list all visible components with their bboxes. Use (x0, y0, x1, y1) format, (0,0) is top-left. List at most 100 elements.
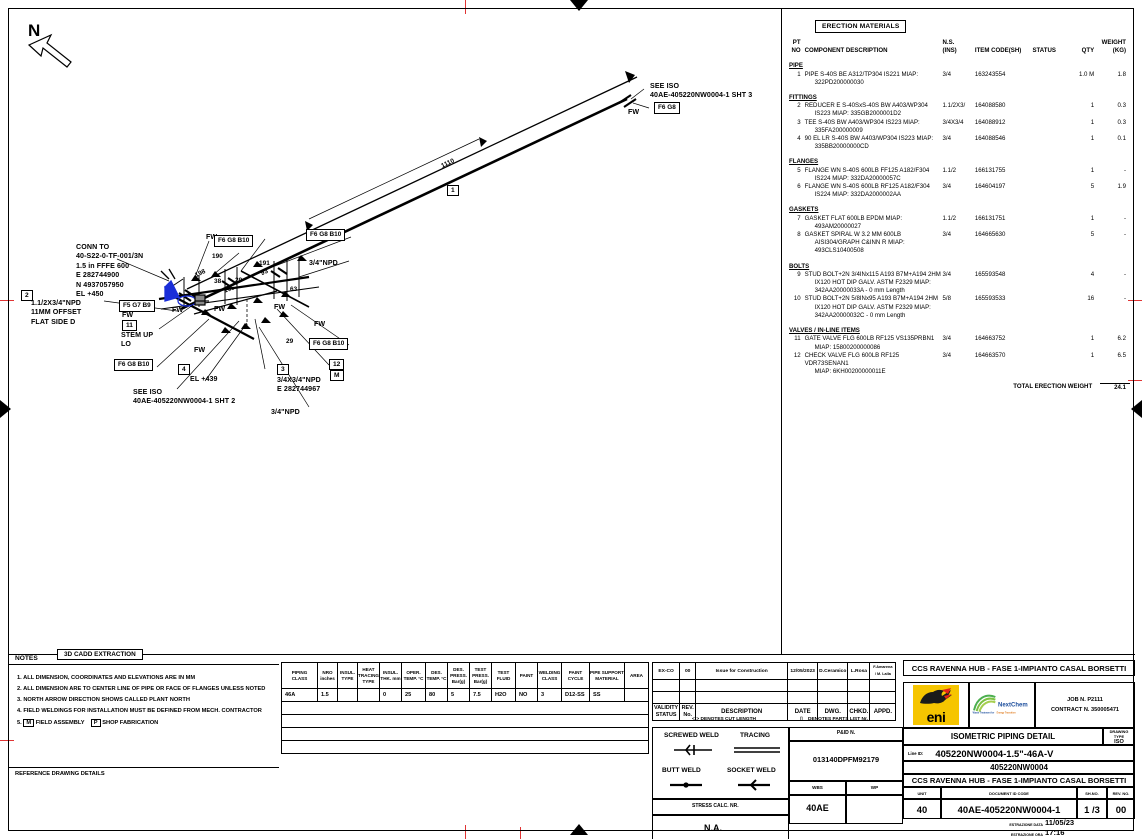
bom-cell-code: 164665630 (974, 231, 1006, 239)
piping-class-header: PAINT CYCLE (561, 662, 590, 689)
bom-header-ns: N.S. (942, 39, 955, 46)
weld-box-f6-g8-b10-b: F6 G8 B10 (214, 235, 254, 247)
annotation-stem-up: STEM UP LO (121, 331, 154, 349)
bom-cell-status (1032, 215, 1070, 231)
bom-divider (781, 9, 783, 654)
reference-divider (9, 767, 279, 768)
denotes-parts-list-icon: ▯ (800, 717, 803, 722)
bom-cell-status (1032, 231, 1070, 256)
bom-cell-ns: 3/4X3/4 (942, 118, 964, 126)
unit-label: UNIT (917, 790, 927, 796)
extraction-date-label: ESTRAZIONE DATA (1009, 823, 1043, 827)
bom-cell-qty: 4 (1090, 270, 1095, 278)
shop-fabrication-marker: P (90, 719, 101, 727)
weld-box-f6-g8-b10-d: F6 G8 B10 (309, 338, 349, 350)
svg-text:NextChem: NextChem (998, 702, 1028, 708)
stress-calc-label: STRESS CALC. NR. (692, 803, 739, 809)
bom-cell-qty: 5 (1090, 231, 1095, 239)
note-3: 3. NORTH ARROW DIRECTION SHOWS CALLED PL… (17, 697, 190, 703)
notes-divider (9, 664, 279, 665)
screwed-weld-label: SCREWED WELD (664, 732, 719, 739)
project-2-cell: CCS RAVENNA HUB - FASE 1-IMPIANTO CASAL … (903, 774, 1135, 787)
bom-group-label: PIPE (789, 62, 803, 70)
rev-description-value: Issue for Construction (695, 662, 789, 680)
bom-row: 7 GASKET FLAT 600LB EPDM MIAP: 493AM200000… (789, 215, 1130, 231)
weld-box-f6-g8: F6 G8 (654, 102, 680, 114)
bom-header-row-2: NO COMPONENT DESCRIPTION (INS) ITEM CODE… (789, 47, 1130, 55)
rev-header-validity: VALIDITY STATUS (651, 703, 681, 721)
bom-cell-weight: 6.5 (1117, 351, 1126, 359)
weld-box-f6-g8-b10-a: F6 G8 B10 (114, 359, 154, 371)
bom-cell-description: GATE VALVE FLG 600LB RF125 VS135PRBN1 MIA… (804, 335, 935, 351)
weld-box-f5-g7-b9: F5 G7 B9 (119, 300, 155, 312)
drawing-type-cell: DRAWING TYPE ISO (1103, 728, 1135, 745)
eni-six-legged-dog-icon (920, 688, 952, 704)
piping-class-value: 1.5 (317, 688, 338, 702)
bom-cell-description: FLANGE WN S-40S 600LB RF125 A182/F304 IS2… (804, 183, 930, 199)
bom-cell-description: CHECK VALVE FLG 600LB RF125 VDR73SENAN1 M… (804, 351, 900, 376)
butt-weld-label: BUTT WELD (662, 767, 701, 774)
weld-tag-fw-2: FW (172, 306, 184, 314)
wbs-label-box (789, 781, 846, 795)
bom-group-row: BOLTS (789, 263, 1130, 271)
butt-weld-symbol-icon (670, 782, 702, 788)
piping-class-header: PAINT (515, 662, 538, 689)
unit-label-cell: UNIT (903, 787, 941, 799)
pid-value-box (789, 741, 903, 781)
center-mark-left (0, 400, 11, 418)
bom-row: 9 STUD BOLT+2N 3/4INx115 A193 B7M+A194 2H… (789, 271, 1130, 296)
part-tag-M: M (330, 370, 344, 381)
bom-cell-description: FLANGE WN S-40S 600LB FF125 A182/F304 IS2… (804, 166, 930, 182)
line-number: 405220NW0004 (990, 763, 1048, 772)
bom-group-row: FLANGES (789, 158, 1130, 166)
extraction-time-label: ESTRAZIONE ORA (1010, 833, 1043, 837)
tracing-symbol-icon (734, 747, 780, 753)
bom-cell-pt: 1 (797, 70, 801, 78)
piping-class-header: TEST PRESS. Bar(g) (469, 662, 492, 689)
wbs-label: WBS (812, 785, 823, 790)
wbs-value-box (789, 795, 846, 824)
stress-calc-value-box (652, 815, 789, 839)
document-type-cell: ISOMETRIC PIPING DETAIL (903, 728, 1103, 745)
rev-label: REV. NO. (1112, 790, 1130, 796)
registration-mark (1128, 300, 1142, 301)
piping-class-header: INSUL. TYPE (337, 662, 358, 689)
rev-value-cell: 00 (1107, 799, 1135, 819)
bom-cell-ns: 3/4 (942, 70, 951, 78)
piping-class-value (357, 688, 380, 702)
line-id-value: 405220NW0004-1.5"-46A-V (935, 747, 1054, 759)
wp-label: WP (870, 785, 879, 790)
job-number: JOB N. P2111 (1067, 697, 1103, 703)
annotation-tee-note: 3/4X3/4"NPD E 282744967 (277, 376, 321, 394)
eni-logo: eni (913, 685, 959, 725)
bom-cell-ns: 3/4 (942, 270, 951, 278)
weld-tag-fw-1: FW (206, 233, 218, 241)
piping-class-value: 25 (401, 688, 426, 702)
registration-mark (0, 740, 14, 741)
drawing-type-label: DRAWING TYPE (1109, 728, 1129, 739)
bom-cell-weight: - (1123, 166, 1126, 174)
bom-cell-pt: 4 (797, 135, 801, 143)
contract-number: CONTRACT N. 350005471 (1050, 707, 1120, 713)
project-title-2: CCS RAVENNA HUB - FASE 1-IMPIANTO CASAL … (911, 776, 1127, 785)
revision-blank-row (651, 679, 897, 692)
note-2: 2. ALL DIMENSION ARE TO CENTER LINE OF P… (17, 686, 266, 692)
bom-cell-pt: 12 (793, 351, 801, 359)
bom-group-row: FITTINGS (789, 94, 1130, 102)
piping-class-value: 46A (281, 688, 318, 702)
bom-row: 12 CHECK VALVE FLG 600LB RF125 VDR73SENAN… (789, 352, 1130, 377)
piping-class-value (623, 688, 649, 702)
weld-box-f6-g8-b10-c: F6 G8 B10 (306, 229, 346, 241)
bom-body: PIPE 1 PIPE S-40S BE A312/TP304 IS221 MIAP… (789, 55, 1130, 393)
bom-spacer-row (789, 87, 1130, 94)
piping-class-header: INSUL. THK. mm (379, 662, 402, 689)
project-banner: CCS RAVENNA HUB - FASE 1-IMPIANTO CASAL … (903, 660, 1135, 676)
center-mark-right (1131, 400, 1142, 418)
bom-table: PT N.S. WEIGHT NO COMPONENT DESCRIPTION … (789, 39, 1130, 393)
piping-class-value: H2O (491, 688, 516, 702)
bom-header-qty: QTY (1081, 47, 1095, 55)
nextchem-logo-cell: NextChem Waste Treatment for Energy Tran… (969, 682, 1035, 728)
bom-header-weight-unit: (KG) (1112, 47, 1126, 55)
bom-cell-qty: 1 (1090, 351, 1095, 359)
bom-cell-weight: 0.3 (1117, 102, 1126, 110)
